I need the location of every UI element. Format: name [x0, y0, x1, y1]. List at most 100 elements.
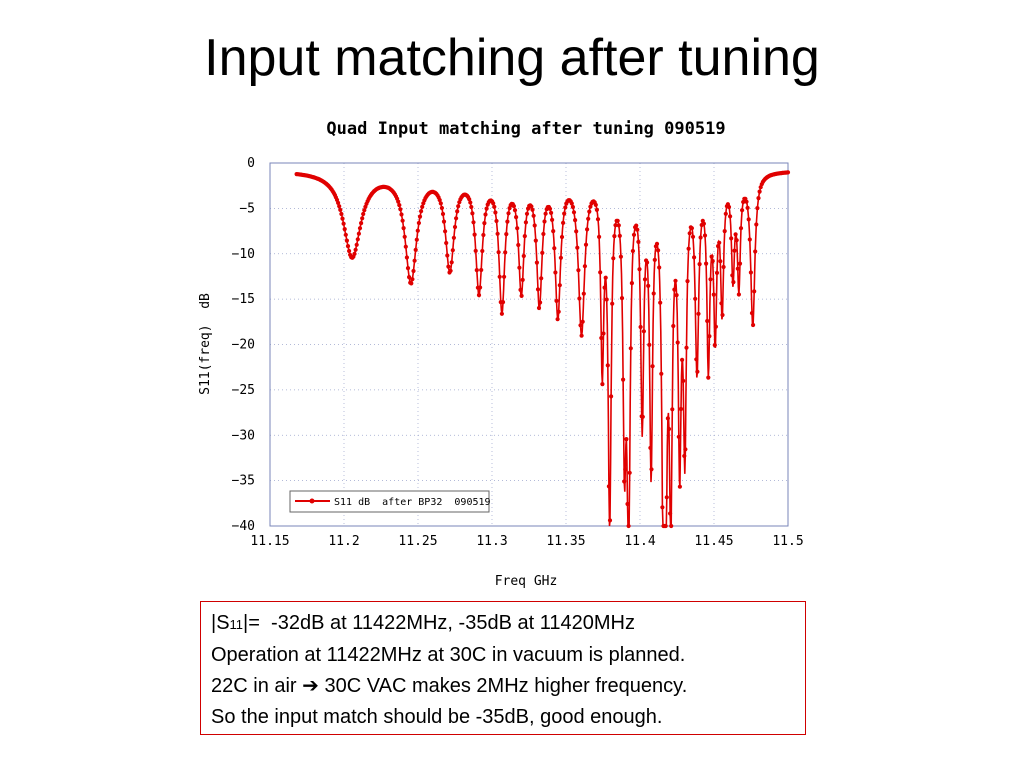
s11-data-point — [581, 291, 586, 296]
s11-data-point — [670, 407, 675, 412]
s11-data-point — [733, 232, 738, 237]
s11-data-point — [636, 239, 641, 244]
s11-data-point — [416, 220, 421, 226]
s11-data-point — [711, 292, 716, 297]
s11-data-point — [741, 199, 746, 205]
s11-data-point — [441, 219, 447, 224]
s11-data-point — [623, 467, 628, 472]
s11-data-point — [618, 254, 624, 259]
note-line-3: 22C in air ➔ 30C VAC makes 2MHz higher f… — [211, 671, 805, 702]
s11-data-point — [504, 232, 509, 237]
s11-data-point — [719, 301, 724, 306]
s11-data-point — [402, 234, 407, 239]
plot-frame — [269, 162, 789, 527]
s11-data-point — [474, 268, 479, 273]
s11-data-point — [706, 375, 711, 380]
s11-data-point — [668, 511, 673, 516]
note-box: |S11|= -32dB at 11422MHz, -35dB at 11420… — [200, 601, 806, 735]
x-tick-label: 11.2 — [328, 534, 359, 549]
s11-data-point — [709, 254, 714, 259]
s11-data-point — [736, 292, 742, 297]
s11-data-point — [720, 312, 725, 318]
y-tick-label: −5 — [239, 201, 255, 216]
s11-data-point — [471, 220, 476, 225]
s11-data-point — [731, 280, 736, 285]
s11-data-point — [360, 216, 365, 221]
s11-data-point — [684, 345, 689, 350]
s11-data-point — [555, 317, 560, 322]
chart-grid — [270, 163, 788, 526]
s11-data-point — [480, 248, 485, 254]
s11-data-point — [356, 231, 361, 236]
s11-data-point — [648, 445, 653, 450]
s11-data-point — [573, 218, 578, 223]
s11-data-point — [626, 523, 631, 529]
s11-data-point — [419, 209, 424, 214]
s11-data-point — [707, 334, 712, 339]
s11-data-point — [470, 211, 475, 216]
s11-data-point — [673, 278, 678, 283]
s11-data-point — [516, 242, 521, 248]
s11-data-point — [533, 238, 538, 243]
s11-data-point — [610, 301, 615, 306]
s11-data-point — [602, 285, 607, 290]
s11-data-point — [649, 467, 654, 472]
s11-data-point — [524, 211, 530, 216]
s11-data-point — [495, 231, 500, 236]
s11-data-point — [500, 300, 506, 305]
s11-data-point — [339, 211, 344, 217]
s11-data-point — [398, 207, 403, 212]
s11-data-point — [455, 209, 460, 214]
s11-data-point — [476, 293, 482, 298]
s11-data-point — [512, 208, 518, 213]
s11-data-point — [440, 211, 446, 217]
s11-data-point — [494, 218, 499, 224]
s11-data-point — [597, 234, 602, 239]
s11-data-point — [522, 234, 527, 239]
y-tick-label: −25 — [232, 383, 255, 398]
s11-data-point — [740, 208, 745, 213]
s11-data-point — [583, 242, 589, 247]
s11-data-point — [747, 237, 752, 242]
s11-data-point — [674, 293, 679, 298]
s11-data-point — [496, 250, 501, 255]
x-tick-label: 11.15 — [250, 534, 289, 549]
s11-data-point — [407, 275, 412, 280]
s11-data-point — [585, 227, 590, 232]
s11-data-point — [450, 248, 455, 253]
s11-data-point — [683, 447, 688, 452]
x-axis-label: Freq GHz — [495, 574, 558, 589]
s11-data-point — [355, 237, 360, 242]
s11-data-point — [554, 298, 559, 303]
y-tick-label: −40 — [232, 519, 255, 534]
s11-data-point — [362, 208, 367, 213]
s11-data-point — [443, 229, 448, 234]
s11-data-point — [338, 207, 343, 212]
s11-data-point — [588, 204, 593, 209]
legend-label: S11 dB after BP32 090519 — [334, 497, 491, 508]
s11-data-point — [343, 232, 348, 237]
s11-data-point — [611, 256, 616, 261]
s11-data-point — [689, 226, 695, 231]
s11-data-point — [680, 357, 685, 362]
s11-data-point — [497, 274, 502, 279]
s11-data-point — [723, 211, 728, 216]
s11-data-point — [451, 235, 456, 240]
s11-data-point — [549, 210, 554, 215]
s11-data-point — [479, 267, 484, 273]
s11-data-point — [617, 233, 622, 238]
s11-data-point — [409, 281, 414, 286]
s11-data-point — [752, 289, 757, 294]
s11-data-point — [576, 268, 581, 273]
s11-data-point — [574, 229, 579, 234]
s11-data-point — [652, 257, 657, 262]
s11-data-point — [575, 245, 580, 250]
s11-data-point — [578, 323, 583, 328]
note-line-3-end: 30C VAC makes 2MHz higher frequency. — [324, 675, 688, 697]
s11-data-point — [664, 495, 669, 500]
s11-data-point — [660, 505, 665, 510]
s11-data-point — [482, 221, 487, 226]
s11-data-point — [732, 248, 737, 253]
s11-data-point — [559, 234, 565, 240]
s11-data-point — [744, 199, 749, 204]
